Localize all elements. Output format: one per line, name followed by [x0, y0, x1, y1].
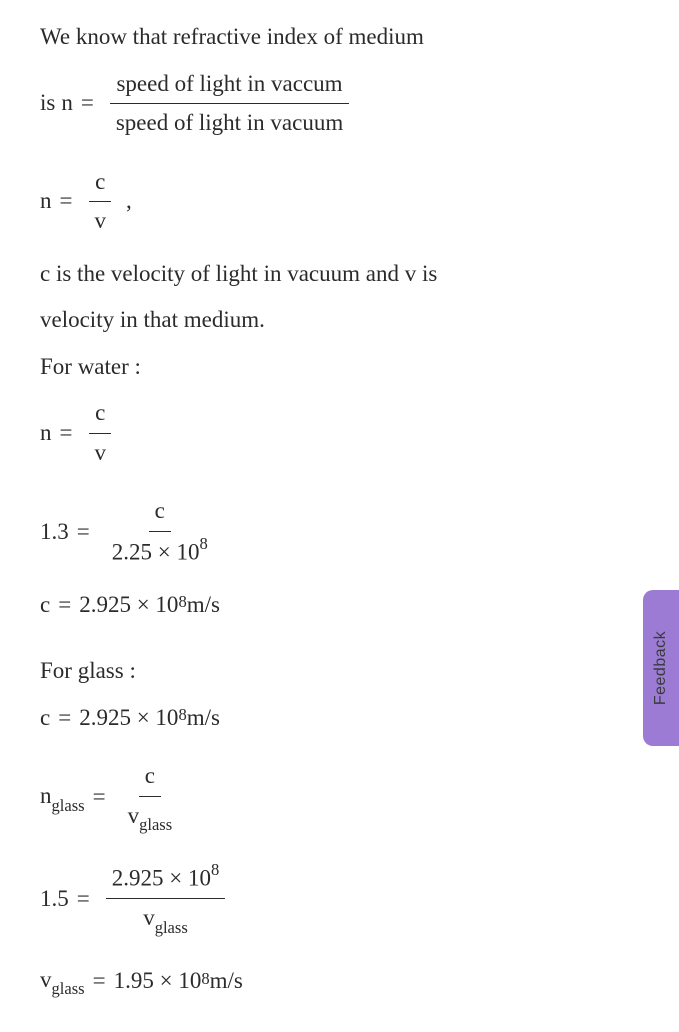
n-symbol: n [40, 416, 52, 451]
frac-numerator: c [149, 494, 171, 532]
v-value-exp: 8 [201, 967, 209, 992]
equals-sign: = [58, 588, 71, 623]
water-n-equals-c-over-v: n = c v [40, 396, 679, 470]
trailing-comma: , [126, 184, 132, 219]
den-base: 2.25 × 10 [112, 539, 200, 564]
c-value-base: 2.925 × 10 [79, 588, 178, 623]
water-heading: For water : [40, 350, 679, 385]
v-value-base: 1.95 × 10 [114, 964, 202, 999]
equals-sign: = [77, 515, 90, 550]
feedback-tab[interactable]: Feedback [643, 590, 679, 746]
glass-heading: For glass : [40, 654, 679, 689]
c-unit: m/s [187, 701, 220, 736]
n-equals-c-over-v: n = c v , [40, 165, 679, 239]
equals-sign: = [58, 701, 71, 736]
frac-numerator: c [139, 759, 161, 797]
water-lhs: 1.3 [40, 515, 69, 550]
water-c-result: c = 2.925 × 108m/s [40, 588, 679, 623]
frac-numerator: c [89, 165, 111, 203]
num-exponent: 8 [211, 860, 219, 879]
equals-sign: = [77, 882, 90, 917]
intro-definition-formula: is n = speed of light in vaccum speed of… [40, 67, 679, 141]
v-label: v [143, 905, 155, 930]
c-value-exp: 8 [178, 590, 186, 615]
den-exponent: 8 [199, 534, 207, 553]
glass-lhs: 1.5 [40, 882, 69, 917]
c-value-exp: 8 [178, 703, 186, 728]
intro-line-1: We know that refractive index of medium [40, 20, 679, 55]
v-label: v [40, 967, 52, 992]
n-symbol: n [61, 86, 73, 121]
v-label: v [128, 803, 140, 828]
frac-denominator: vglass [122, 797, 179, 836]
glass-c-over-vglass: c vglass [122, 759, 179, 836]
definition-fraction: speed of light in vaccum speed of light … [110, 67, 349, 141]
c-over-v-fraction: c v [88, 165, 112, 239]
equals-sign: = [81, 86, 94, 121]
glass-fraction: 2.925 × 108 vglass [106, 860, 226, 939]
frac-numerator: c [89, 396, 111, 434]
explain-line-2: velocity in that medium. [40, 303, 679, 338]
equals-sign: = [93, 964, 106, 999]
v-subscript-glass: glass [155, 918, 188, 937]
n-label: n [40, 783, 52, 808]
c-label: c [40, 588, 50, 623]
frac-numerator: speed of light in vaccum [110, 67, 348, 105]
n-symbol: n [40, 184, 52, 219]
equals-sign: = [60, 416, 73, 451]
glass-substitution: 1.5 = 2.925 × 108 vglass [40, 860, 679, 939]
v-subscript-glass: glass [139, 815, 172, 834]
n-subscript-glass: glass [52, 796, 85, 815]
frac-denominator: vglass [137, 899, 194, 938]
equals-sign: = [60, 184, 73, 219]
c-unit: m/s [187, 588, 220, 623]
glass-n-formula: nglass = c vglass [40, 759, 679, 836]
c-over-v-fraction: c v [88, 396, 112, 470]
c-value-base: 2.925 × 10 [79, 701, 178, 736]
v-subscript-glass: glass [52, 979, 85, 998]
explain-line-1: c is the velocity of light in vacuum and… [40, 257, 679, 292]
water-substitution: 1.3 = c 2.25 × 108 [40, 494, 679, 570]
is-text: is [40, 86, 55, 121]
frac-denominator: v [88, 202, 112, 239]
equals-sign: = [93, 780, 106, 815]
c-label: c [40, 701, 50, 736]
glass-c-value: c = 2.925 × 108m/s [40, 701, 679, 736]
frac-denominator: v [88, 434, 112, 471]
frac-denominator: speed of light in vacuum [110, 104, 349, 141]
num-base: 2.925 × 10 [112, 866, 211, 891]
water-fraction: c 2.25 × 108 [106, 494, 214, 570]
feedback-label: Feedback [649, 631, 673, 705]
v-unit: m/s [210, 964, 243, 999]
frac-numerator: 2.925 × 108 [106, 860, 226, 899]
frac-denominator: 2.25 × 108 [106, 532, 214, 570]
glass-v-result: vglass = 1.95 × 108m/s [40, 963, 679, 1000]
